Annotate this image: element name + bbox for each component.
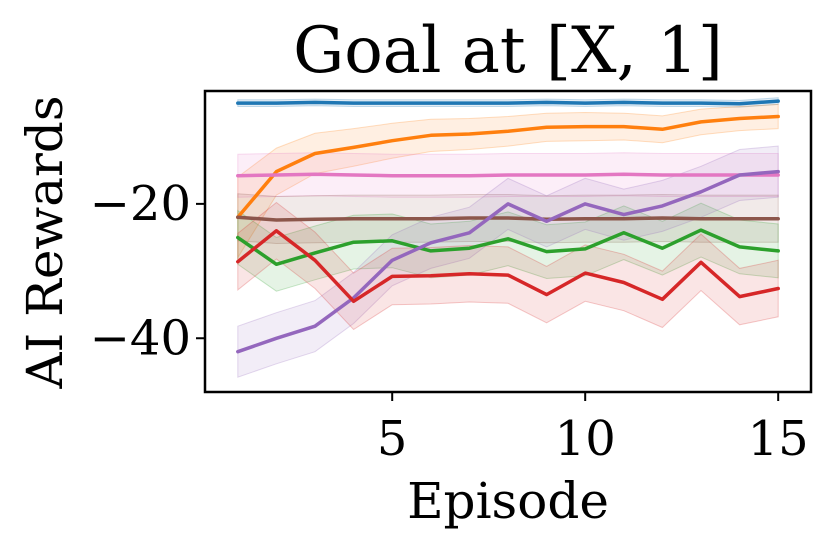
y-tick-label: −40 (90, 310, 191, 366)
x-tick-label: 5 (377, 411, 408, 467)
plot-frame (203, 89, 813, 394)
x-axis-ticks: 5 10 15 (377, 392, 809, 467)
series-band-5 (237, 202, 779, 292)
series-line-6 (236, 169, 780, 354)
series-band-7 (237, 201, 779, 331)
series-lines (236, 99, 780, 354)
chart-title: Goal at [X, 1] (293, 14, 723, 88)
x-axis-label: Episode (407, 472, 609, 530)
y-axis-ticks: −20 −40 (90, 176, 205, 366)
y-tick-label: −20 (90, 176, 191, 232)
x-tick-label: 10 (555, 411, 616, 467)
series-line-3 (236, 172, 780, 178)
y-axis-label: AI Rewards (16, 95, 74, 389)
series-line-4 (236, 215, 780, 222)
series-line-7 (236, 229, 780, 304)
x-tick-label: 15 (748, 411, 809, 467)
series-line-1 (236, 99, 780, 106)
series-line-2 (236, 114, 780, 220)
confidence-bands (237, 97, 779, 378)
series-line-5 (236, 228, 780, 267)
